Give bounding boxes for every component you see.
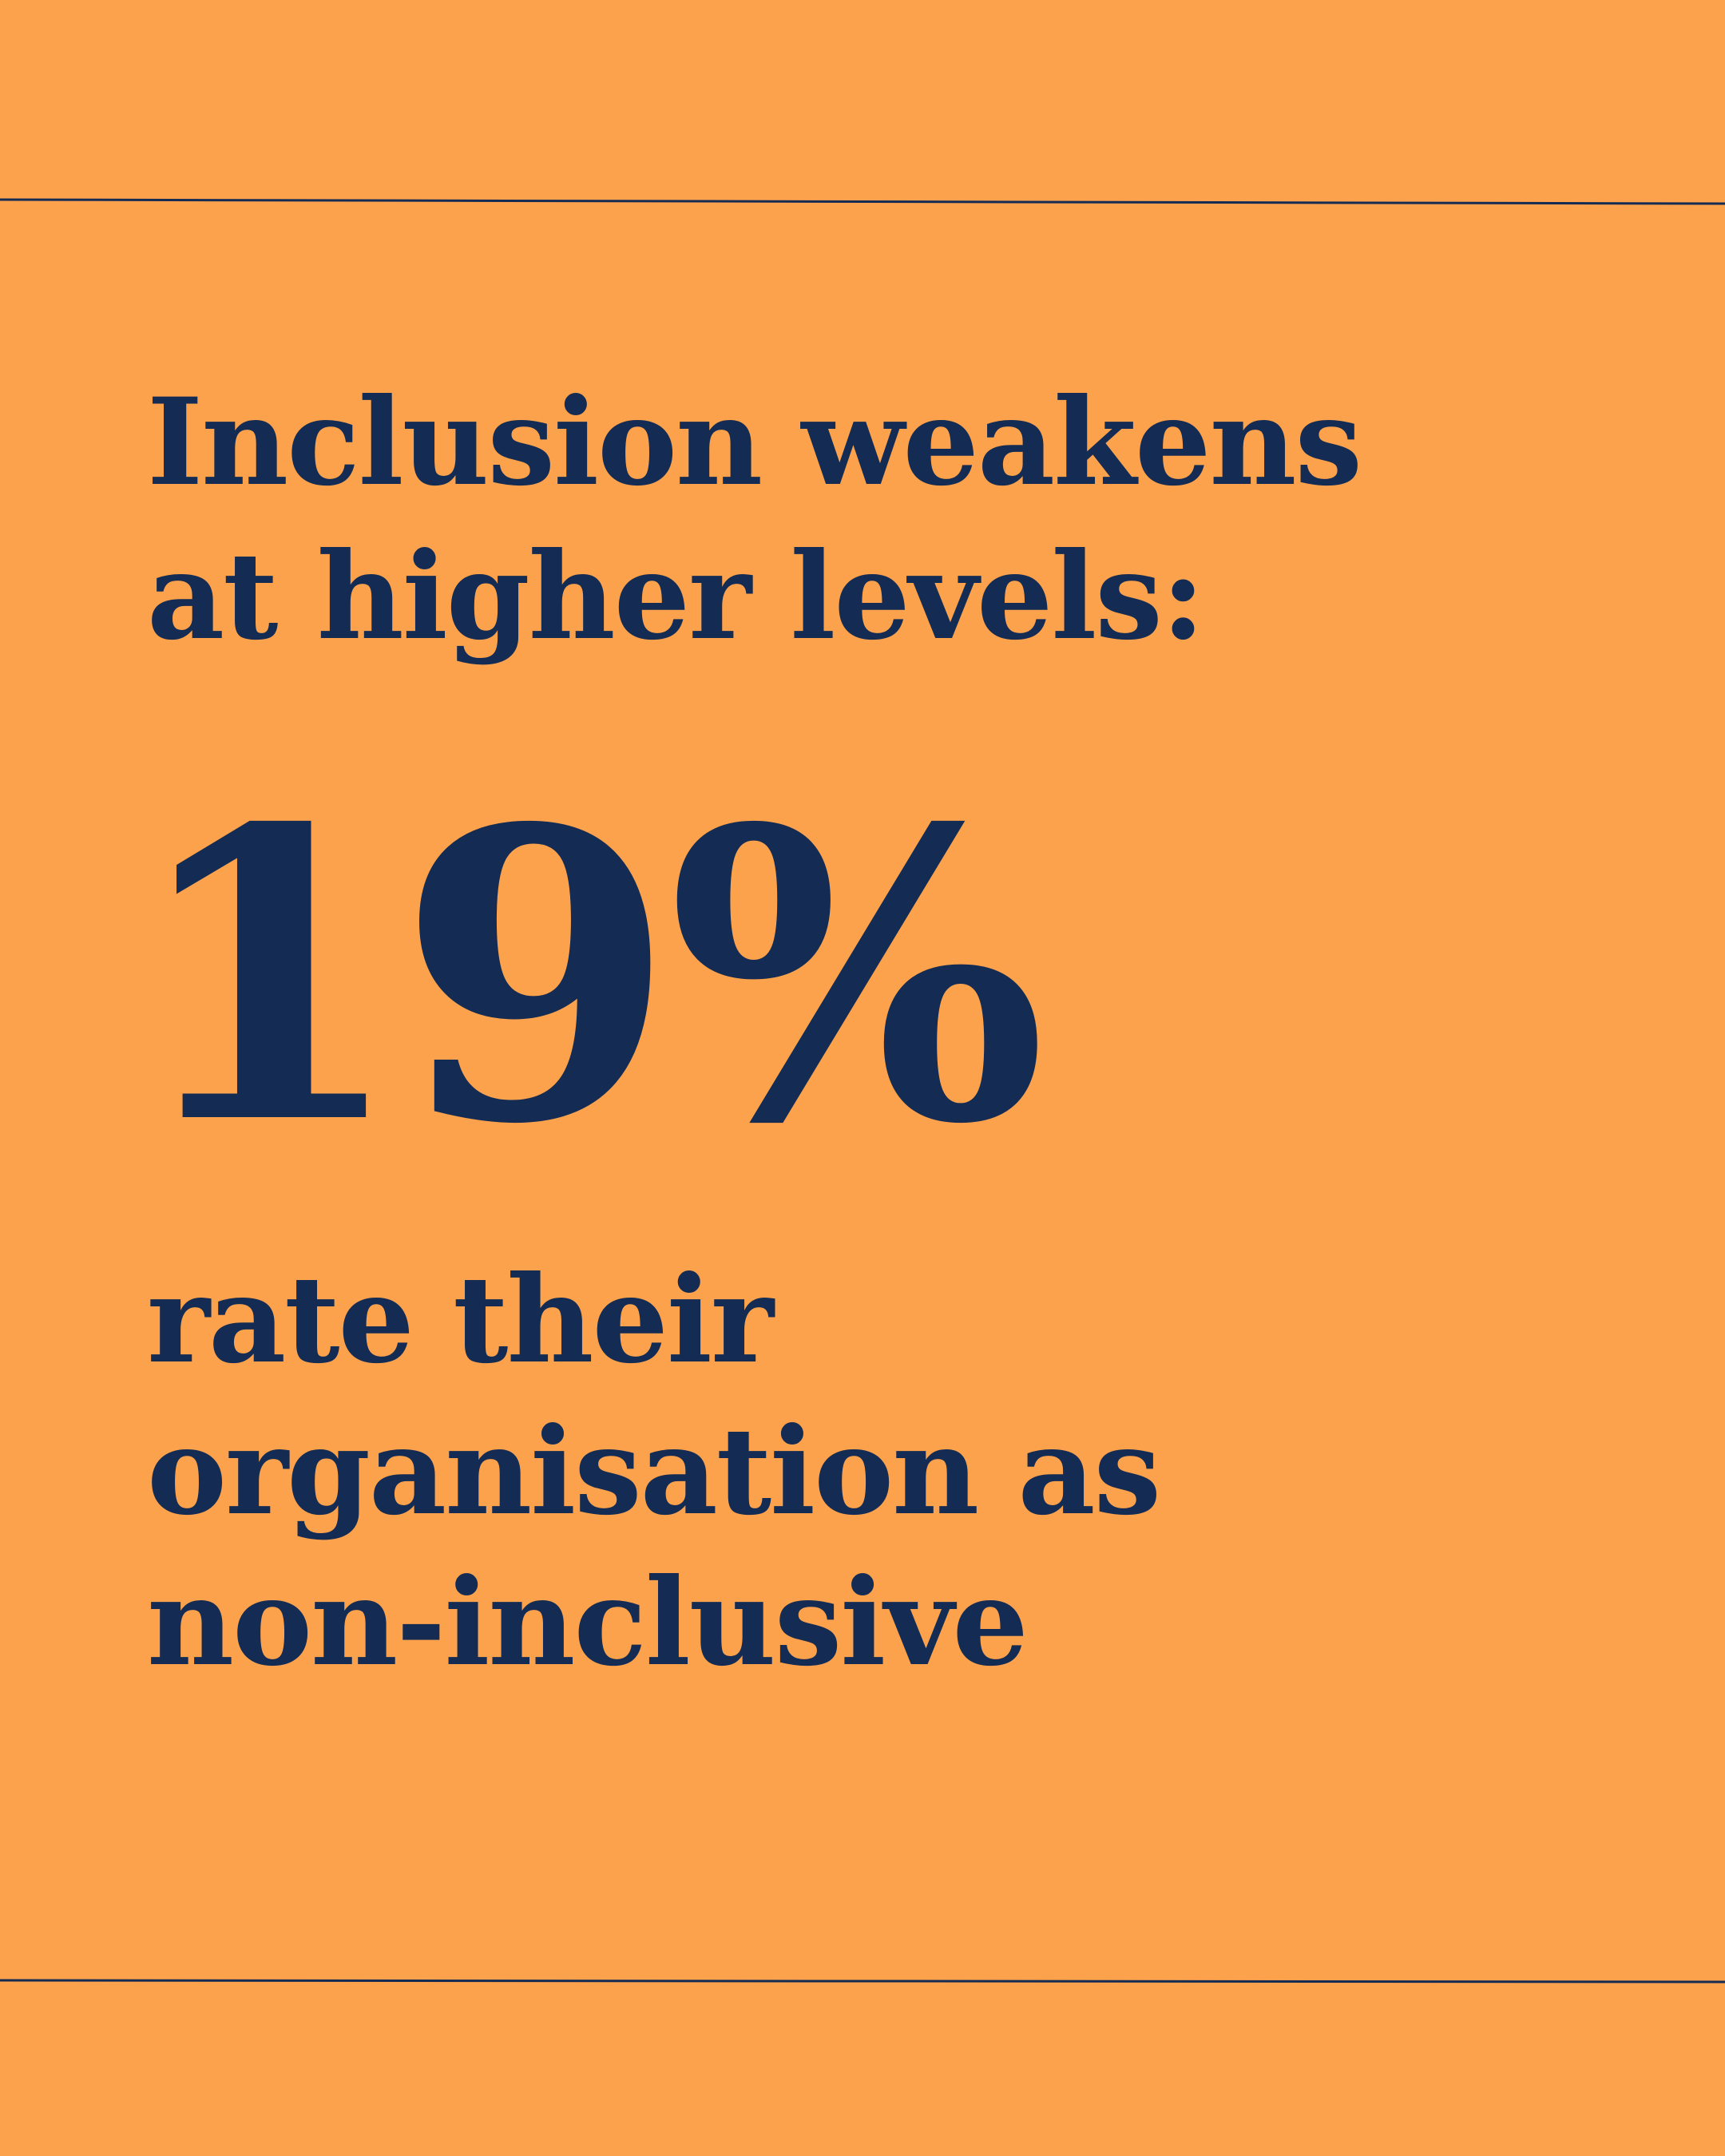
description: organisation as [147, 1401, 1160, 1542]
stat: 19% [128, 743, 1042, 1211]
top-rule [0, 198, 1725, 205]
description: rate their [147, 1250, 775, 1390]
headline: Inclusion weakens [147, 372, 1361, 513]
headline: at higher levels: [147, 526, 1204, 667]
bottom-rule [0, 1979, 1725, 1984]
description: non-inclusive [147, 1552, 1027, 1693]
